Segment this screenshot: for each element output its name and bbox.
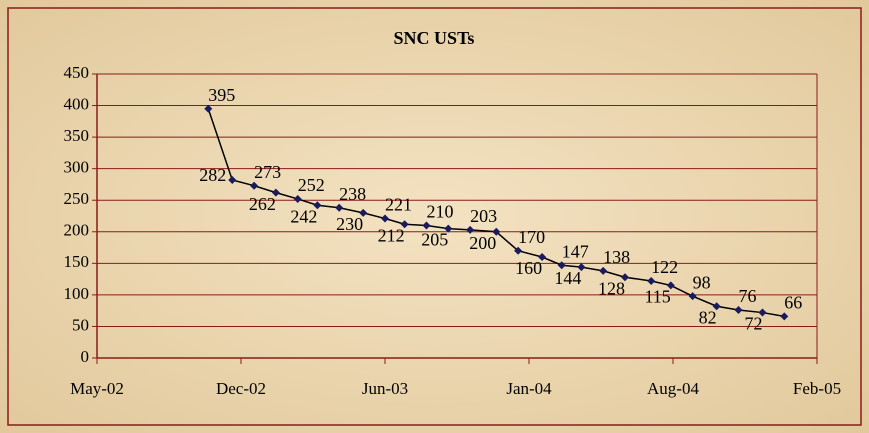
data-label: 82 bbox=[699, 307, 717, 327]
marker bbox=[647, 277, 656, 286]
chart-title: SNC USTs bbox=[394, 28, 475, 48]
marker bbox=[204, 104, 213, 113]
data-label: 242 bbox=[290, 206, 317, 226]
marker bbox=[335, 203, 344, 212]
y-tick-label: 300 bbox=[64, 158, 90, 177]
data-label: 160 bbox=[515, 258, 542, 278]
marker bbox=[293, 194, 302, 203]
data-label: 210 bbox=[426, 202, 453, 222]
marker bbox=[228, 176, 237, 185]
data-label: 66 bbox=[784, 292, 802, 312]
marker bbox=[359, 208, 368, 217]
y-tick-label: 250 bbox=[64, 189, 90, 208]
y-tick-label: 200 bbox=[64, 221, 90, 240]
marker bbox=[780, 312, 789, 321]
marker bbox=[758, 308, 767, 317]
data-label: 395 bbox=[208, 85, 235, 105]
data-label: 200 bbox=[469, 233, 496, 253]
marker bbox=[734, 306, 743, 315]
marker bbox=[666, 281, 675, 290]
y-tick-label: 150 bbox=[64, 252, 90, 271]
marker bbox=[313, 201, 322, 210]
data-label: 72 bbox=[744, 314, 762, 334]
marker bbox=[422, 221, 431, 230]
data-label: 115 bbox=[644, 287, 670, 307]
data-label: 128 bbox=[598, 278, 625, 298]
data-label: 138 bbox=[603, 247, 630, 267]
data-label: 238 bbox=[339, 184, 366, 204]
y-tick-label: 0 bbox=[81, 347, 90, 366]
marker bbox=[621, 273, 629, 282]
data-label: 282 bbox=[199, 165, 226, 185]
marker bbox=[514, 246, 523, 255]
marker bbox=[466, 225, 475, 234]
data-label: 221 bbox=[385, 195, 412, 215]
y-tick-label: 350 bbox=[64, 126, 90, 145]
y-tick-label: 50 bbox=[72, 315, 89, 334]
x-tick-label: Jan-04 bbox=[506, 379, 552, 398]
data-label: 212 bbox=[378, 225, 405, 245]
marker bbox=[712, 302, 721, 311]
x-tick-label: Dec-02 bbox=[216, 379, 266, 398]
marker bbox=[599, 266, 608, 275]
x-tick-label: Feb-05 bbox=[793, 379, 841, 398]
marker bbox=[250, 181, 259, 190]
marker bbox=[400, 220, 409, 229]
data-label: 76 bbox=[738, 286, 756, 306]
data-label: 122 bbox=[651, 257, 678, 277]
data-label: 252 bbox=[298, 175, 325, 195]
y-tick-label: 400 bbox=[64, 94, 90, 113]
x-tick-label: May-02 bbox=[70, 379, 124, 398]
marker bbox=[688, 292, 697, 301]
data-label: 205 bbox=[421, 230, 448, 250]
data-label: 273 bbox=[254, 162, 281, 182]
marker bbox=[271, 188, 280, 197]
y-tick-label: 100 bbox=[64, 284, 90, 303]
marker bbox=[444, 224, 453, 233]
data-label: 98 bbox=[693, 272, 711, 292]
data-label: 230 bbox=[336, 214, 363, 234]
data-label: 144 bbox=[554, 268, 581, 288]
marker bbox=[492, 227, 501, 236]
data-label: 203 bbox=[470, 206, 497, 226]
marker bbox=[557, 261, 566, 270]
x-tick-label: Jun-03 bbox=[362, 379, 408, 398]
marker bbox=[538, 253, 547, 262]
x-tick-label: Aug-04 bbox=[647, 379, 699, 398]
data-label: 262 bbox=[249, 194, 276, 214]
y-tick-label: 450 bbox=[64, 63, 90, 82]
data-label: 147 bbox=[562, 241, 589, 261]
data-label: 170 bbox=[518, 227, 545, 247]
chart-border bbox=[7, 7, 862, 426]
marker bbox=[577, 263, 586, 272]
marker bbox=[381, 214, 389, 223]
